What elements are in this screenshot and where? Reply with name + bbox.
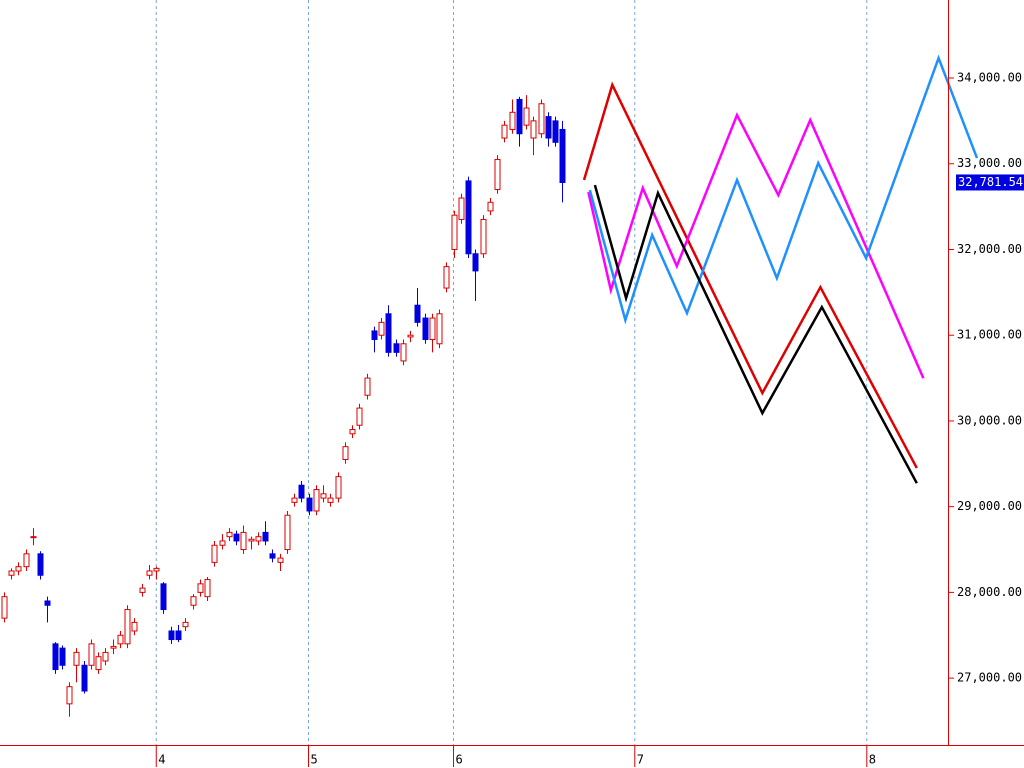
- y-tick-label: 27,000.00: [957, 671, 1022, 685]
- candle-body: [248, 538, 255, 542]
- candle-body: [291, 497, 298, 503]
- last-price-label: 32,781.54: [958, 175, 1023, 189]
- candle-body: [364, 377, 371, 396]
- candle-body: [190, 596, 197, 606]
- candle-body: [451, 214, 458, 250]
- candle-body: [407, 334, 414, 338]
- y-tick-label: 30,000.00: [957, 413, 1022, 427]
- candle-body: [1, 596, 8, 619]
- candle-body: [545, 116, 552, 139]
- candle-body: [211, 544, 218, 563]
- candle-body: [422, 317, 429, 340]
- candle-body: [102, 651, 109, 662]
- candle-body: [233, 533, 240, 542]
- candle-body: [110, 645, 117, 649]
- candle-body: [552, 120, 559, 143]
- projection-line: [587, 112, 925, 379]
- candle-body: [139, 587, 146, 593]
- candle-body: [487, 201, 494, 212]
- candle-body: [88, 643, 95, 666]
- candle-body: [400, 343, 407, 362]
- candle-body: [393, 343, 400, 353]
- candle-body: [371, 330, 378, 340]
- candle-body: [197, 583, 204, 593]
- y-tick-label: 34,000.00: [957, 71, 1022, 85]
- candle-body: [306, 497, 313, 512]
- candle-body: [501, 124, 508, 139]
- candle-body: [414, 304, 421, 323]
- candle-body: [269, 553, 276, 559]
- candle-body: [262, 531, 269, 542]
- candle-body: [320, 493, 327, 499]
- x-tick-label: 8: [869, 753, 876, 767]
- candle-body: [284, 514, 291, 551]
- candle-body: [465, 180, 472, 255]
- projection-line: [593, 184, 918, 484]
- candle-body: [523, 107, 530, 126]
- candle-body: [429, 317, 436, 340]
- candle-body: [182, 621, 189, 628]
- candle-body: [219, 540, 226, 546]
- candle-body: [385, 313, 392, 353]
- candle-body: [204, 579, 211, 598]
- candle-body: [443, 266, 450, 289]
- candle-body: [472, 253, 479, 272]
- candle-body: [124, 609, 131, 645]
- candle-body: [480, 218, 487, 255]
- candle-body: [15, 566, 22, 572]
- candle-body: [23, 553, 30, 568]
- candle-body: [73, 651, 80, 666]
- y-tick-label: 33,000.00: [957, 156, 1022, 170]
- candle-body: [59, 647, 66, 666]
- candle-body: [168, 630, 175, 641]
- candle-body: [298, 484, 305, 499]
- candle-body: [349, 429, 356, 435]
- candle-body: [81, 664, 88, 692]
- candle-body: [66, 686, 73, 705]
- candle-body: [356, 407, 363, 426]
- x-tick-label: 4: [158, 753, 165, 767]
- candle-body: [240, 531, 247, 551]
- candle-body: [530, 120, 537, 139]
- candle-body: [8, 570, 15, 576]
- projection-line: [582, 81, 918, 469]
- candle-body: [327, 497, 334, 503]
- candle-body: [458, 197, 465, 220]
- candle-body: [494, 158, 501, 190]
- candle-body: [175, 630, 182, 641]
- candle-body: [52, 643, 59, 671]
- y-tick-label: 32,000.00: [957, 242, 1022, 256]
- candle-body: [509, 111, 516, 130]
- candle-body: [342, 446, 349, 461]
- candle-body: [44, 600, 51, 606]
- y-tick-label: 29,000.00: [957, 499, 1022, 513]
- candle-body: [436, 313, 443, 345]
- candle-body: [378, 321, 385, 336]
- x-tick-label: 7: [637, 753, 644, 767]
- candle-body: [160, 583, 167, 611]
- projection-line: [588, 54, 979, 325]
- candle-body: [131, 621, 138, 632]
- candle-body: [226, 531, 233, 538]
- candle-body: [37, 553, 44, 576]
- x-tick-label: 6: [456, 753, 463, 767]
- candle-body: [516, 98, 523, 135]
- candle-body: [255, 536, 262, 542]
- last-price-box: [956, 174, 1024, 191]
- x-tick-label: 5: [311, 753, 318, 767]
- candle-body: [559, 128, 566, 183]
- candle-body: [313, 489, 320, 512]
- candle-body: [153, 567, 160, 572]
- candle-body: [335, 476, 342, 499]
- candle-body: [95, 656, 102, 671]
- candle-body: [538, 103, 545, 135]
- y-tick-label: 31,000.00: [957, 328, 1022, 342]
- candle-body: [277, 557, 284, 563]
- candle-body: [117, 634, 124, 645]
- candle-body: [30, 536, 37, 539]
- y-tick-label: 28,000.00: [957, 585, 1022, 599]
- candle-body: [146, 570, 153, 576]
